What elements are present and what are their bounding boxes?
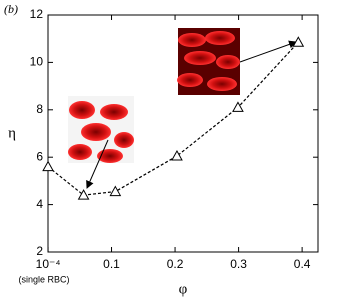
y-tick-label: 6 [36,149,43,163]
data-point [171,149,183,161]
x-tick-label: 0.3 [230,257,247,271]
x-tick-label: 0.2 [167,257,184,271]
x-tick-label: 0.1 [103,257,120,271]
plot-frame [47,14,319,253]
data-line [47,41,299,196]
x-axis-label: φ [179,281,188,297]
x-tick-label: 0.4 [294,257,311,271]
inset-image [68,96,134,163]
x-tick-label: 10⁻⁴ [36,257,61,271]
y-axis-label: η [8,125,16,141]
data-point [232,101,244,112]
data-point [292,36,305,47]
data-point [42,160,54,172]
inset-image [177,28,240,95]
y-tick-label: 4 [36,197,43,211]
annotation: (single RBC) [18,274,69,284]
y-tick-label: 12 [30,7,44,21]
y-tick-label: 10 [30,55,44,69]
data-point [109,185,122,197]
chart-title: (b) [4,2,18,16]
arrow [239,40,297,63]
y-tick-label: 2 [36,244,43,258]
data-point [77,189,90,200]
arrow [86,139,109,189]
y-tick-label: 8 [36,102,43,116]
